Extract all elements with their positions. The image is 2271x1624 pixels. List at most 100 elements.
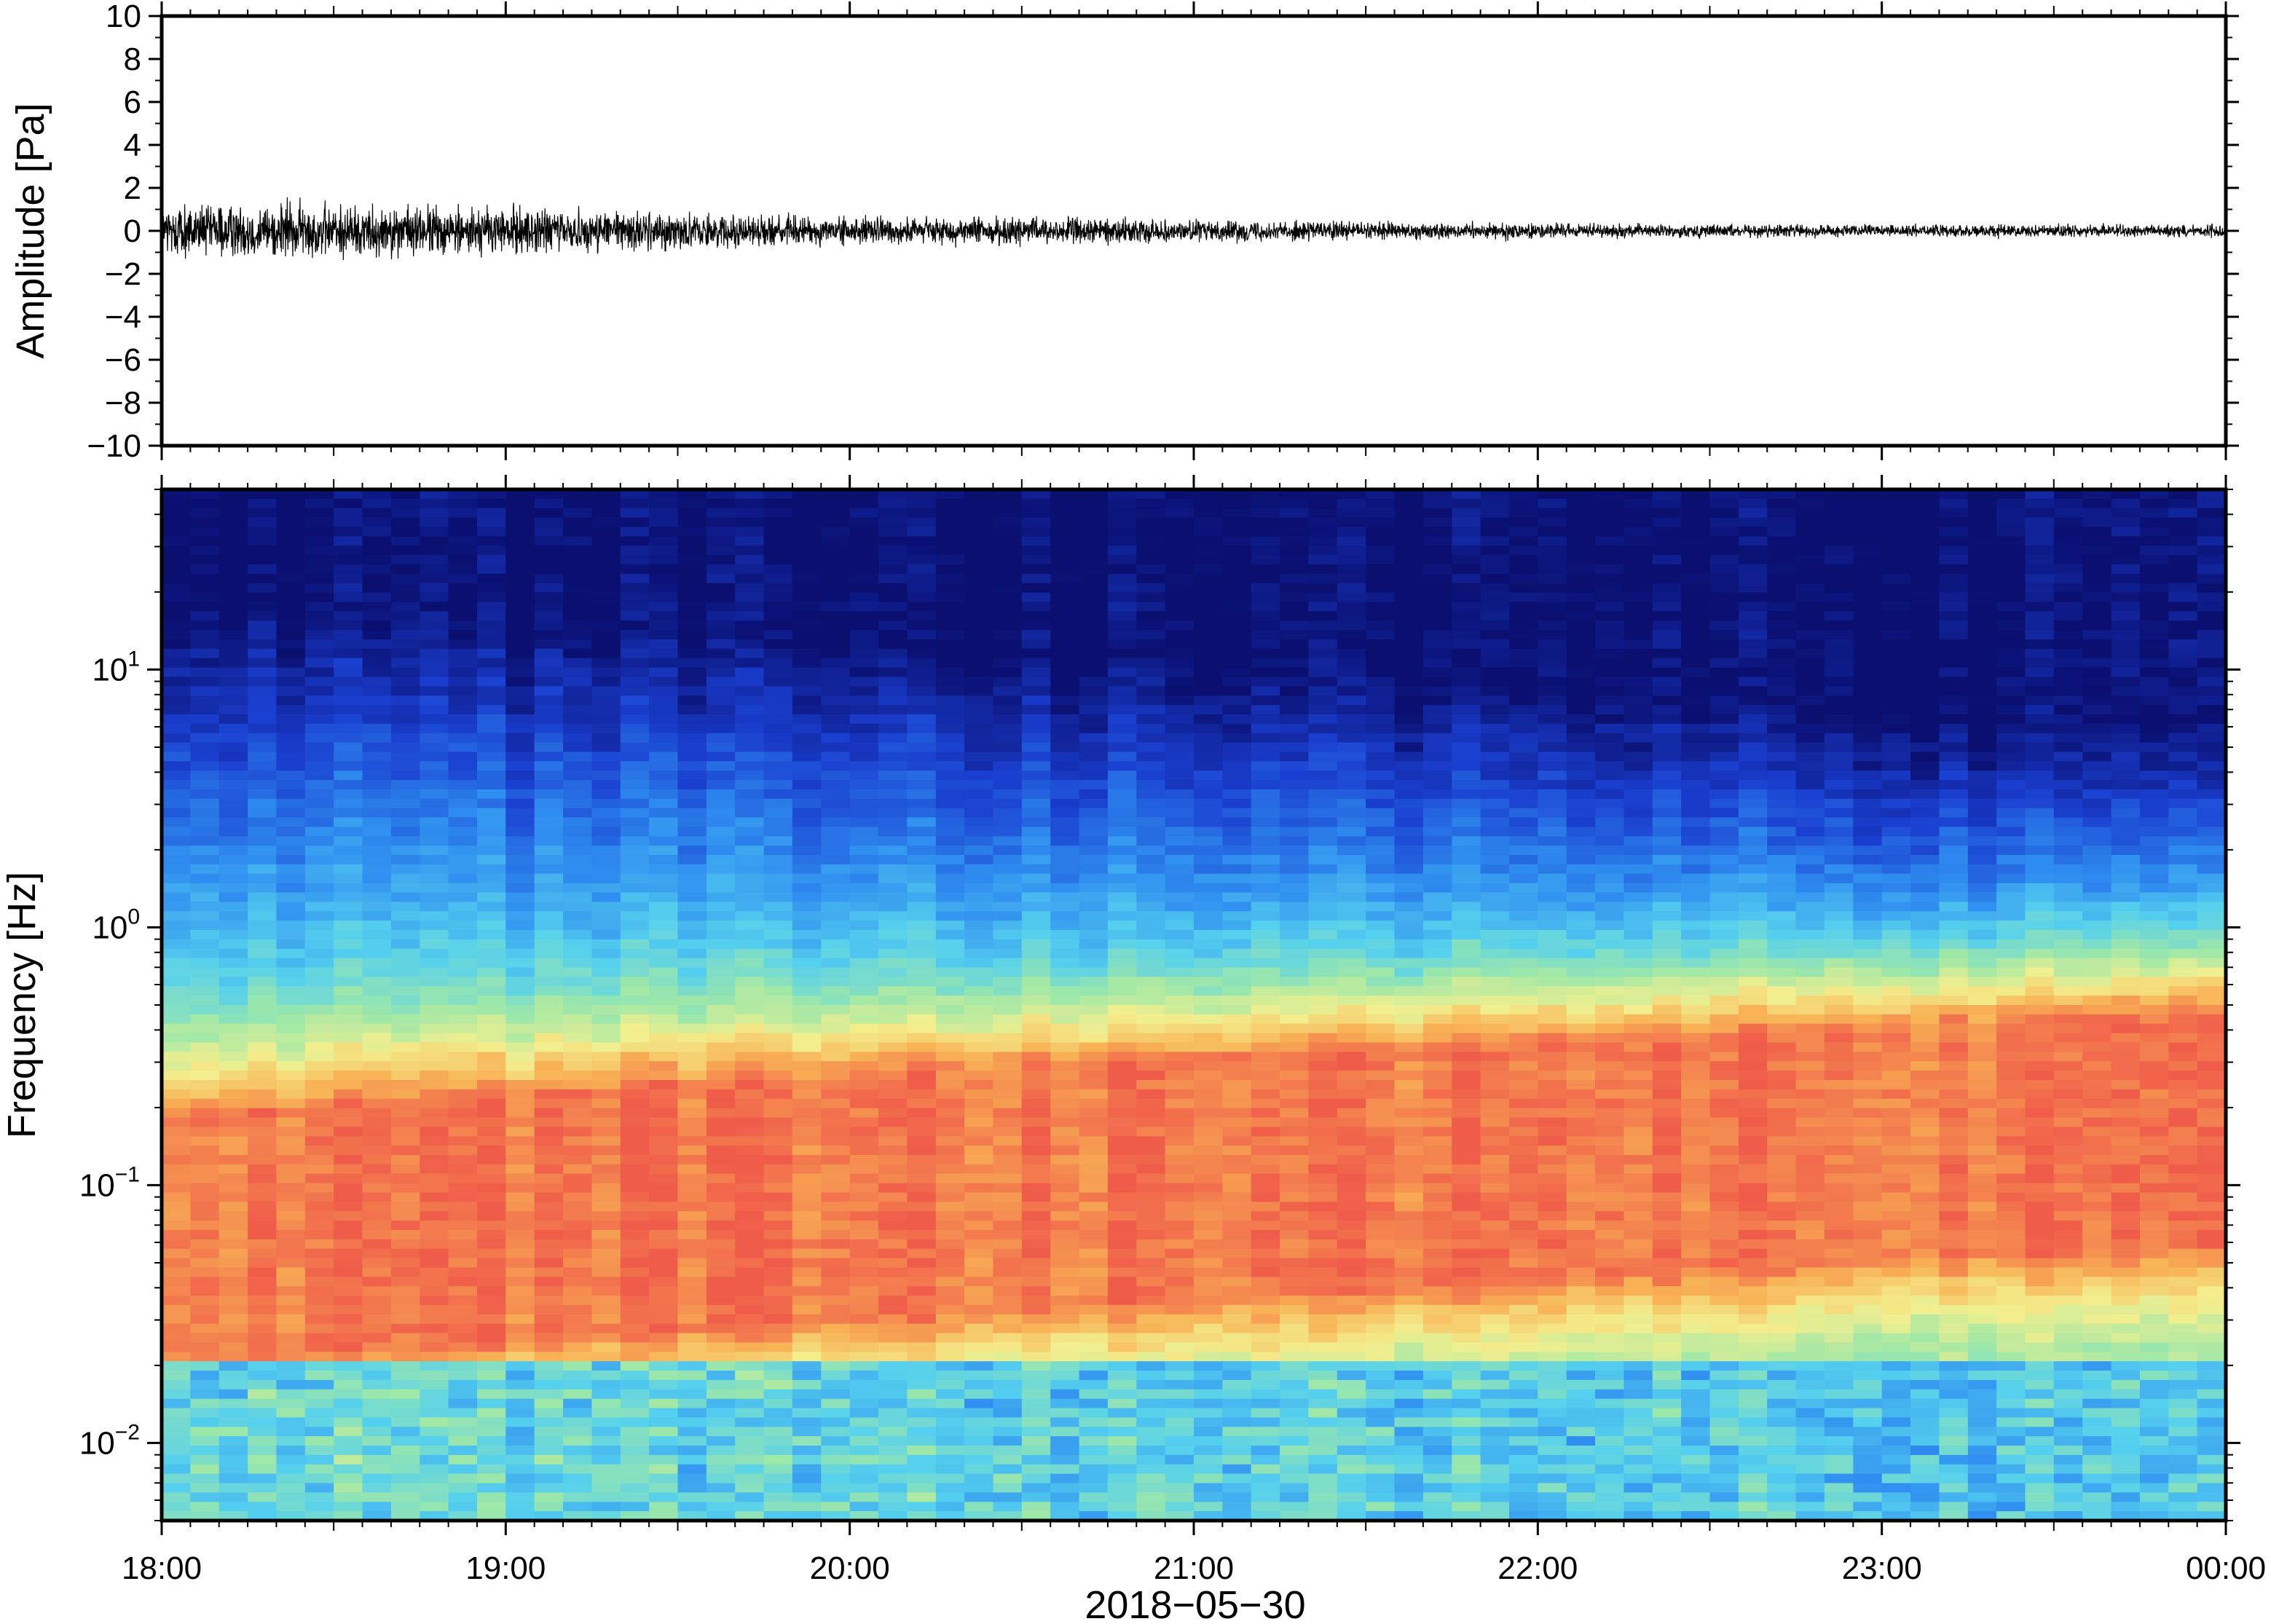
spectrogram-cell	[1222, 1371, 1252, 1381]
spectrogram-cell	[1308, 1071, 1338, 1081]
spectrogram-cell	[1337, 996, 1366, 1006]
spectrogram-cell	[390, 583, 421, 594]
spectrogram-cell	[935, 1061, 965, 1071]
spectrogram-cell	[878, 1323, 908, 1334]
spectrogram-cell	[1280, 1014, 1310, 1025]
spectrogram-cell	[1308, 864, 1338, 875]
spectrogram-cell	[735, 1183, 765, 1194]
spectrogram-cell	[821, 1323, 851, 1334]
spectrogram-cell	[677, 1314, 707, 1325]
spectrogram-cell	[534, 536, 564, 547]
spectrogram-cell	[620, 1098, 650, 1109]
spectrogram-cell	[677, 1492, 707, 1503]
spectrogram-cell	[1165, 705, 1194, 715]
spectrogram-cell	[821, 1202, 851, 1212]
spectrogram-cell	[706, 1389, 736, 1400]
spectrogram-cell	[362, 508, 392, 519]
spectrogram-cell	[1280, 1089, 1310, 1100]
spectrogram-cell	[706, 1267, 736, 1278]
spectrogram-cell	[706, 1229, 736, 1240]
spectrogram-cell	[304, 1192, 334, 1203]
spectrogram-cell	[534, 1436, 564, 1446]
waveform-y-tick-label: −10	[87, 428, 141, 464]
spectrogram-cell	[935, 948, 965, 959]
spectrogram-cell	[620, 1379, 650, 1390]
spectrogram-cell	[1021, 986, 1051, 996]
spectrogram-cell	[792, 864, 822, 875]
spectrogram-cell	[1222, 545, 1252, 556]
spectrogram-cell	[935, 611, 965, 621]
spectrogram-cell	[1366, 883, 1396, 894]
spectrogram-cell	[763, 1023, 793, 1034]
spectrogram-cell	[1194, 545, 1224, 556]
spectrogram-cell	[964, 1146, 994, 1156]
spectrogram-cell	[1394, 742, 1424, 753]
spectrogram-cell	[706, 677, 736, 687]
spectrogram-cell	[792, 1267, 822, 1278]
spectrogram-cell	[1021, 611, 1051, 621]
spectrogram-cell	[1308, 1061, 1338, 1071]
spectrogram-cell	[849, 1239, 879, 1250]
spectrogram-cell	[1050, 1323, 1080, 1334]
spectrogram-cell	[304, 948, 334, 959]
spectrogram-cell	[448, 1454, 478, 1465]
spectrogram-cell	[1050, 1108, 1080, 1119]
spectrogram-cell	[763, 1427, 793, 1437]
spectrogram-cell	[763, 1183, 793, 1194]
spectrogram-cell	[1308, 667, 1338, 678]
spectrogram-cell	[591, 545, 621, 556]
spectrogram-cell	[907, 489, 937, 500]
spectrogram-cell	[763, 1211, 793, 1221]
spectrogram-cell	[390, 545, 421, 556]
spectrogram-cell	[534, 902, 564, 912]
spectrogram-cell	[448, 1342, 478, 1353]
spectrogram-cell	[1337, 1146, 1366, 1156]
spectrogram-cell	[964, 611, 994, 621]
spectrogram-cell	[534, 648, 564, 659]
spectrogram-cell	[505, 1323, 535, 1334]
spectrogram-cell	[1194, 986, 1224, 996]
spectrogram-cell	[935, 780, 965, 790]
spectrogram-cell	[907, 986, 937, 996]
spectrogram-cell	[649, 1361, 679, 1371]
spectrogram-cell	[1280, 545, 1310, 556]
spectrogram-cell	[190, 1427, 220, 1437]
spectrogram-cell	[505, 1277, 535, 1287]
spectrogram-cell	[362, 1080, 392, 1090]
spectrogram-cell	[1337, 1464, 1366, 1475]
spectrogram-cell	[1366, 1192, 1396, 1203]
spectrogram-cell	[390, 564, 421, 575]
spectrogram-cell	[248, 1361, 278, 1371]
spectrogram-cell	[219, 817, 248, 828]
spectrogram-cell	[190, 1183, 220, 1194]
spectrogram-cell	[993, 1033, 1023, 1044]
spectrogram-cell	[993, 508, 1023, 519]
spectrogram-cell	[878, 1248, 908, 1259]
spectrogram-cell	[878, 1192, 908, 1203]
spectrogram-cell	[677, 1127, 707, 1137]
spectrogram-cell	[907, 648, 937, 659]
spectrogram-cell	[390, 1014, 421, 1025]
spectrogram-cell	[1107, 1229, 1138, 1240]
spectrogram-cell	[162, 1164, 192, 1175]
spectrogram-cell	[1079, 1314, 1109, 1325]
spectrogram-cell	[334, 1379, 363, 1390]
spectrogram-cell	[620, 996, 650, 1006]
spectrogram-cell	[706, 798, 736, 809]
spectrogram-cell	[1021, 1108, 1051, 1119]
spectrogram-cell	[1337, 1511, 1366, 1521]
spectrogram-cell	[964, 1473, 994, 1484]
spectrogram-cell	[420, 1379, 449, 1390]
spectrogram-cell	[620, 939, 650, 950]
spectrogram-cell	[591, 1417, 621, 1428]
spectrogram-cell	[735, 1005, 765, 1015]
spectrogram-cell	[505, 1136, 535, 1146]
spectrogram-cell	[1222, 930, 1252, 940]
spectrogram-cell	[477, 836, 507, 846]
spectrogram-cell	[1337, 733, 1366, 744]
spectrogram-cell	[1136, 864, 1166, 875]
spectrogram-cell	[1165, 733, 1194, 744]
spectrogram-cell	[1107, 930, 1138, 940]
spectrogram-cell	[964, 902, 994, 912]
spectrogram-cell	[448, 789, 478, 800]
